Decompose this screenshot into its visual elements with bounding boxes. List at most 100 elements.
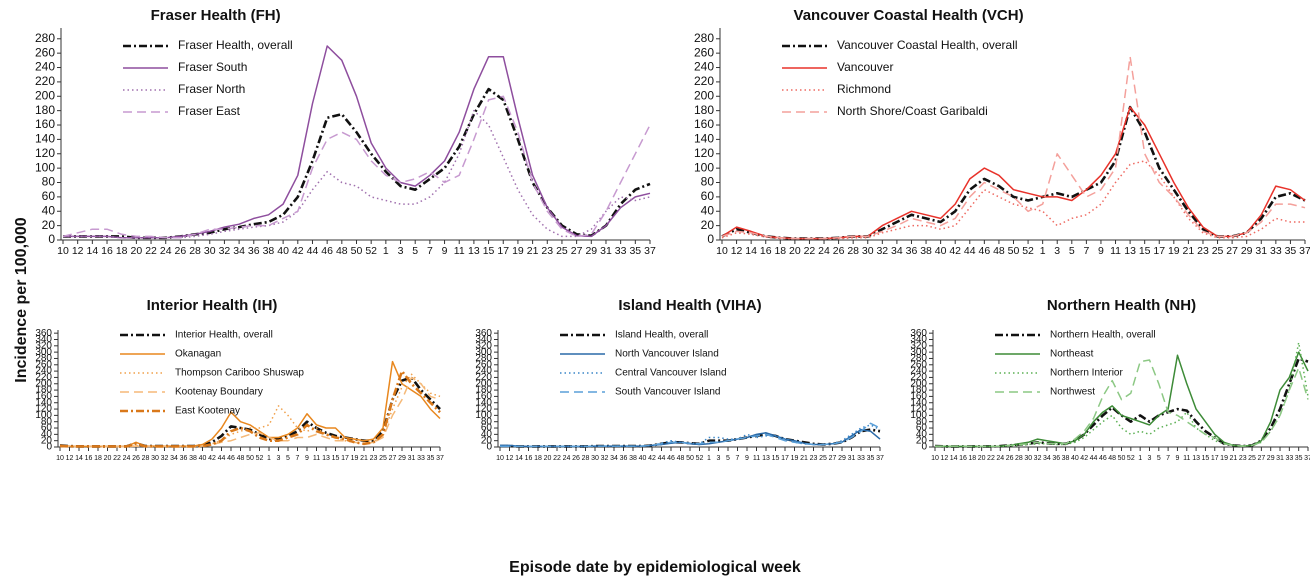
x-tick-label: 3: [717, 455, 721, 462]
x-tick-label: 12: [72, 245, 84, 257]
legend-label: Interior Health, overall: [175, 330, 273, 341]
x-tick-label: 5: [1069, 245, 1075, 257]
x-tick-label: 10: [57, 245, 69, 257]
x-tick-label: 31: [600, 245, 612, 257]
y-tick-label: 300: [35, 347, 52, 358]
legend-label: Vancouver: [837, 60, 893, 74]
x-tick-label: 29: [838, 455, 846, 462]
y-tick-label: 80: [41, 416, 53, 427]
y-tick-label: 20: [481, 435, 493, 446]
x-tick-label: 9: [1175, 455, 1179, 462]
series-line: [935, 359, 1309, 448]
y-tick-label: 140: [910, 397, 927, 408]
x-tick-label: 22: [145, 245, 157, 257]
x-tick-label: 19: [1220, 455, 1228, 462]
x-tick-label: 24: [160, 245, 172, 257]
x-tick-label: 37: [436, 455, 444, 462]
legend-label: Northern Health, overall: [1050, 330, 1156, 341]
x-tick-label: 40: [935, 245, 947, 257]
panel: Island Health (VIHA)02040608010012014016…: [475, 297, 884, 462]
x-tick-label: 35: [867, 455, 875, 462]
y-tick-label: 240: [475, 366, 492, 377]
x-tick-label: 50: [1118, 455, 1126, 462]
x-tick-label: 14: [515, 455, 523, 462]
series-line: [59, 369, 441, 448]
legend-label: Fraser North: [178, 82, 245, 96]
x-tick-label: 44: [218, 455, 226, 462]
x-tick-label: 36: [906, 245, 918, 257]
y-tick-label: 100: [35, 160, 55, 174]
x-tick-label: 11: [454, 245, 465, 257]
x-tick-label: 18: [968, 455, 976, 462]
x-tick-label: 30: [151, 455, 159, 462]
x-tick-label: 38: [189, 455, 197, 462]
legend-label: Vancouver Coastal Health, overall: [837, 38, 1018, 52]
y-tick-label: 180: [35, 103, 55, 117]
x-tick-label: 9: [745, 455, 749, 462]
x-tick-label: 5: [726, 455, 730, 462]
x-tick-label: 46: [321, 245, 333, 257]
x-tick-label: 23: [810, 455, 818, 462]
x-tick-label: 31: [848, 455, 856, 462]
x-tick-label: 17: [781, 455, 789, 462]
y-tick-label: 240: [910, 366, 927, 377]
x-tick-label: 28: [1015, 455, 1023, 462]
y-tick-label: 40: [916, 429, 928, 440]
x-tick-label: 21: [527, 245, 539, 257]
x-tick-label: 18: [94, 455, 102, 462]
x-tick-label: 36: [1052, 455, 1060, 462]
x-tick-label: 40: [277, 245, 289, 257]
x-tick-label: 32: [1034, 455, 1042, 462]
x-tick-label: 33: [1285, 455, 1293, 462]
y-tick-label: 0: [921, 442, 927, 453]
legend-label: Northwest: [1050, 387, 1095, 398]
y-tick-label: 360: [910, 328, 927, 339]
x-tick-label: 21: [1230, 455, 1238, 462]
x-tick-label: 19: [1168, 245, 1180, 257]
y-tick-label: 220: [694, 74, 714, 88]
x-tick-label: 33: [1270, 245, 1282, 257]
x-tick-label: 14: [745, 245, 757, 257]
x-tick-label: 33: [615, 245, 627, 257]
y-tick-label: 160: [35, 391, 52, 402]
x-tick-label: 52: [696, 455, 704, 462]
panel: Fraser Health (FH)0204060801001201401601…: [35, 7, 656, 257]
legend-label: Kootenay Boundary: [175, 387, 263, 398]
x-tick-label: 35: [1295, 455, 1303, 462]
x-tick-label: 7: [1083, 245, 1089, 257]
x-tick-label: 32: [161, 455, 169, 462]
x-tick-label: 21: [360, 455, 368, 462]
x-tick-label: 19: [791, 455, 799, 462]
x-tick-label: 26: [132, 455, 140, 462]
y-tick-label: 180: [35, 385, 52, 396]
x-tick-label: 5: [412, 245, 418, 257]
x-tick-label: 12: [506, 455, 514, 462]
x-tick-label: 28: [847, 245, 859, 257]
x-tick-label: 50: [246, 455, 254, 462]
y-tick-label: 0: [486, 442, 492, 453]
x-tick-label: 52: [365, 245, 377, 257]
legend-label: Okanagan: [175, 349, 221, 360]
x-tick-label: 11: [1110, 245, 1121, 257]
x-tick-label: 44: [1090, 455, 1098, 462]
x-tick-label: 12: [66, 455, 74, 462]
y-tick-label: 360: [35, 328, 52, 339]
y-tick-label: 220: [35, 372, 52, 383]
x-tick-label: 44: [307, 245, 319, 257]
x-tick-label: 31: [1276, 455, 1284, 462]
y-tick-label: 240: [694, 60, 714, 74]
x-tick-label: 15: [772, 455, 780, 462]
x-tick-label: 48: [1108, 455, 1116, 462]
x-tick-label: 7: [1166, 455, 1170, 462]
x-tick-label: 13: [762, 455, 770, 462]
y-tick-label: 0: [707, 232, 714, 246]
y-tick-label: 40: [42, 203, 56, 217]
y-tick-label: 360: [475, 328, 492, 339]
x-tick-label: 1: [707, 455, 711, 462]
x-tick-label: 1: [1138, 455, 1142, 462]
x-tick-label: 19: [512, 245, 524, 257]
series-line: [59, 376, 441, 448]
y-tick-label: 20: [41, 435, 53, 446]
panel-title: Northern Health (NH): [1047, 297, 1196, 314]
panel: Vancouver Coastal Health (VCH)0204060801…: [694, 7, 1310, 257]
